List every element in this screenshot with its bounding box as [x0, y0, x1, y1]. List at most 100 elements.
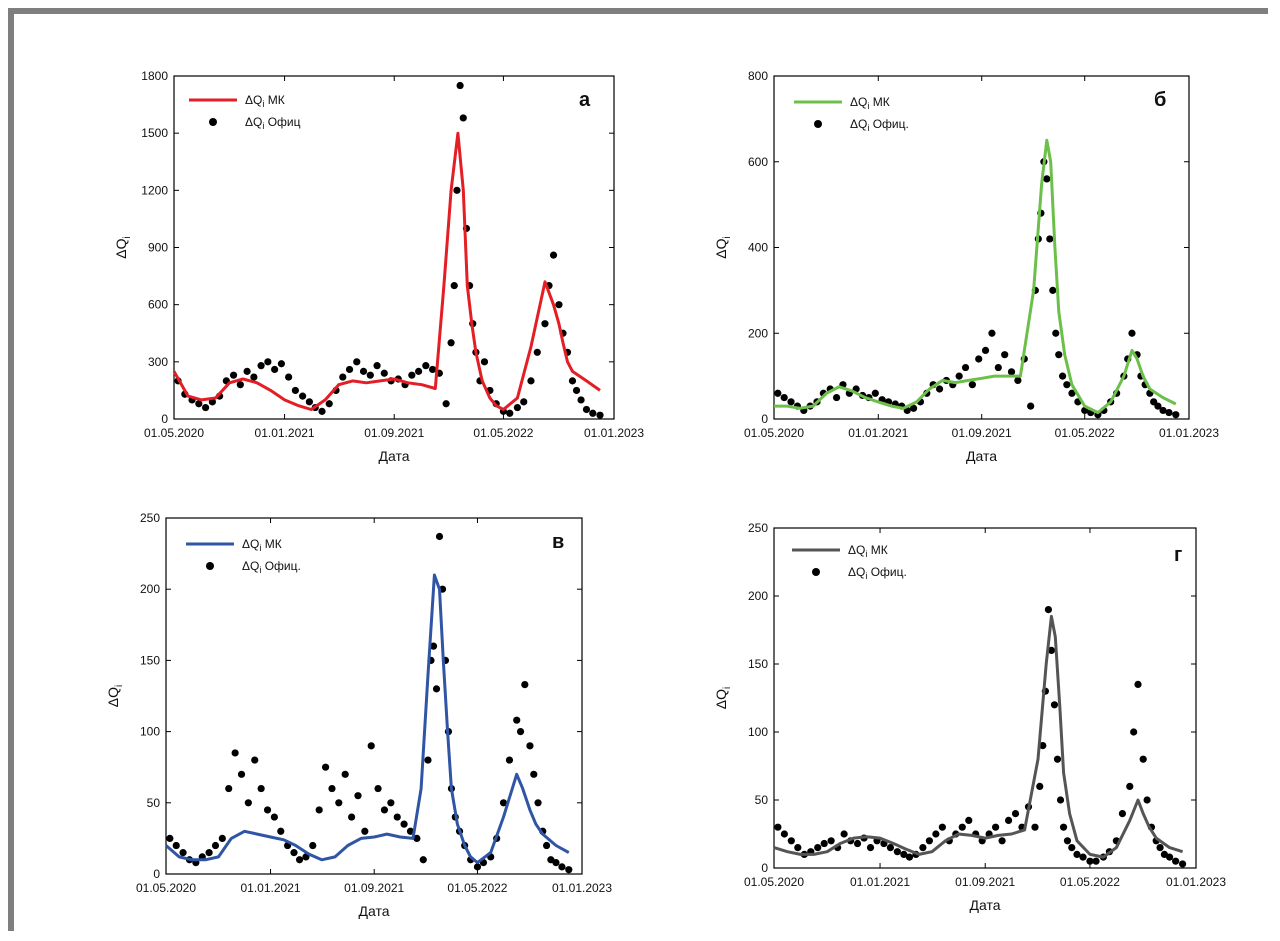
y-tick-label: 250 [748, 521, 768, 535]
scatter-point [1058, 372, 1067, 380]
scatter-point [572, 386, 581, 395]
x-tick-label: 01.05.2022 [1055, 426, 1115, 440]
scatter-point [520, 398, 528, 406]
scatter-point [565, 866, 573, 874]
scatter-point [1154, 402, 1162, 410]
scatter-point [787, 398, 795, 406]
scatter-point [1165, 853, 1174, 861]
scatter-point [820, 839, 828, 848]
scatter-point [257, 784, 265, 793]
y-axis-label: ΔQi [113, 236, 133, 258]
panel-letter: в [552, 531, 564, 553]
y-tick-label: 300 [148, 355, 168, 369]
scatter-point [533, 348, 541, 356]
scatter-point [886, 844, 895, 852]
y-axis-label: ΔQi [713, 687, 733, 709]
x-tick-label: 01.05.2020 [744, 875, 804, 889]
legend-label-rest: Офиц. [261, 559, 300, 573]
scatter-point [380, 806, 389, 814]
scatter-point [424, 756, 432, 764]
scatter-series [166, 532, 573, 874]
scatter-point [853, 839, 862, 848]
legend-label-main: ΔQ [242, 537, 259, 551]
scatter-point [1139, 755, 1147, 763]
scatter-point [1031, 823, 1039, 831]
scatter-point [526, 742, 534, 750]
scatter-point [1156, 844, 1164, 852]
chart-panel-a: 0 300 600 900 1200 1500 1800 01.05.2020 01.01.20… [74, 54, 674, 494]
y-tick-label: 0 [761, 412, 768, 426]
y-axis-label-sub: i [122, 236, 133, 238]
scatter-point [1055, 351, 1063, 359]
x-tick-label: 01.05.2020 [136, 881, 196, 895]
scatter-point [530, 770, 538, 778]
scatter-point [1068, 389, 1076, 397]
x-tick-label: 01.05.2022 [1060, 875, 1120, 889]
y-tick-label: 600 [148, 298, 168, 312]
scatter-point [1092, 857, 1100, 865]
y-tick-label: 400 [748, 241, 768, 255]
x-tick-label: 01.01.2023 [552, 881, 612, 895]
scatter-point [1079, 853, 1087, 861]
scatter-point [1128, 329, 1136, 337]
scatter-point [925, 837, 933, 845]
plot-frame [165, 517, 583, 875]
scatter-point [1165, 408, 1173, 417]
scatter-point [1068, 844, 1076, 852]
scatter-point [335, 799, 343, 807]
y-tick-label: 600 [748, 155, 768, 169]
scatter-point [1049, 286, 1057, 294]
x-tick-label: 01.05.2020 [144, 426, 204, 440]
legend-dot-swatch [812, 568, 820, 576]
legend-label-main: ΔQ [850, 117, 867, 131]
scatter-point [1178, 860, 1187, 868]
scatter-point [558, 863, 566, 871]
y-axis-label-group: ΔQi [113, 236, 133, 258]
model-line [773, 614, 1184, 859]
model-line [774, 138, 1177, 415]
scatter-point [413, 834, 421, 842]
scatter-point [1172, 857, 1180, 865]
scatter-point [840, 830, 848, 838]
scatter-point [432, 685, 441, 693]
scatter-point [429, 642, 438, 650]
scatter-point [521, 681, 529, 689]
panel-letter: г [1174, 544, 1182, 566]
scatter-point [328, 784, 336, 793]
scatter-point [1011, 810, 1020, 818]
scatter-point [263, 806, 272, 814]
y-axis-label-group: ΔQi [713, 236, 733, 258]
legend-label: ΔQi МК [245, 93, 285, 109]
scatter-point [1159, 406, 1167, 415]
scatter-point [480, 358, 489, 366]
scatter-point [1063, 837, 1072, 845]
x-tick-label: 01.09.2021 [344, 881, 404, 895]
legend-label: ΔQi Офиц. [850, 117, 909, 133]
scatter-point [905, 853, 914, 861]
y-tick-label: 800 [748, 69, 768, 83]
x-axis-label: Дата [969, 897, 1000, 913]
chart-svg: 0 50 100 150 200 250 01.05.2020 01.01.2021 01.09… [713, 521, 1226, 913]
y-tick-label: 100 [748, 725, 768, 739]
scatter-point [900, 850, 908, 858]
scatter-point [339, 373, 347, 381]
scatter-point [1130, 728, 1138, 736]
scatter-point [422, 362, 430, 370]
y-axis-label-sub: i [114, 685, 125, 687]
scatter-point [499, 799, 508, 807]
scatter-point [893, 848, 901, 856]
chart-panel-b: 0 200 400 600 800 01.05.2020 01.01.2021 01.09.2… [684, 54, 1280, 494]
scatter-point [866, 844, 875, 852]
legend-label: ΔQi МК [242, 537, 282, 553]
scatter-point [1056, 796, 1065, 804]
scatter-point [459, 114, 467, 122]
scatter-series [174, 81, 604, 419]
y-axis-label-group: ΔQi [105, 685, 125, 707]
scatter-point [237, 770, 246, 778]
x-axis-label: Дата [378, 448, 409, 464]
scatter-point [359, 367, 368, 375]
scatter-point [1050, 701, 1059, 709]
x-tick-label: 01.01.2021 [848, 426, 908, 440]
y-tick-label: 50 [147, 796, 161, 810]
scatter-point [787, 837, 795, 845]
